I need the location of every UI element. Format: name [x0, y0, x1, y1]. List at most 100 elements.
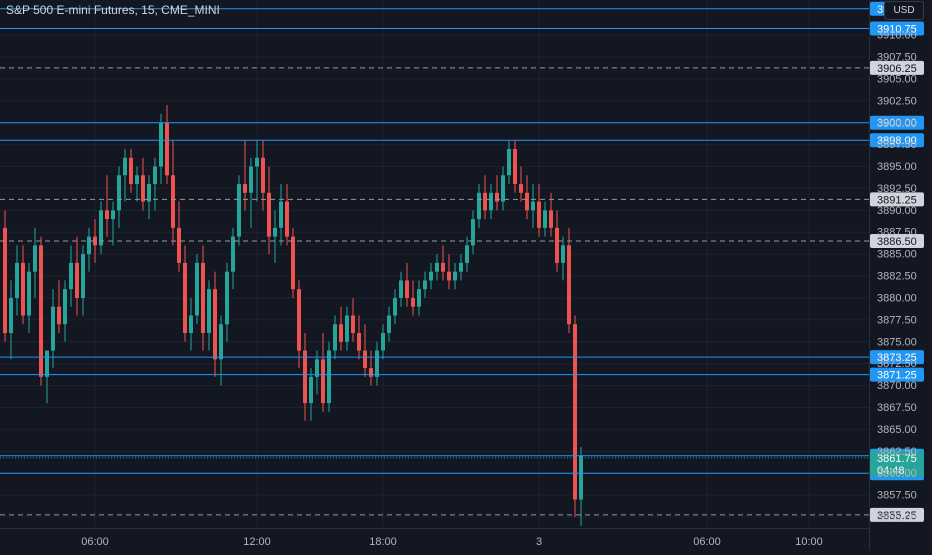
candle [513, 140, 517, 193]
candle-body [105, 210, 109, 220]
candle [417, 280, 421, 316]
candle [369, 350, 373, 386]
candle [477, 184, 481, 228]
candle [297, 280, 301, 369]
candle-body [255, 157, 259, 167]
candle [483, 175, 487, 220]
candle [231, 227, 235, 290]
candle-body [135, 175, 139, 185]
price-tick-label: 3902.50 [877, 95, 917, 107]
currency-button[interactable]: USD [884, 1, 924, 20]
candle [453, 262, 457, 290]
candle [159, 113, 163, 185]
candle [393, 289, 397, 325]
candle-body [249, 166, 253, 193]
time-axis[interactable]: 06:00 12:00 18:00 3 06:00 10:00 [0, 528, 869, 549]
candle-body [459, 262, 463, 272]
candle-body [477, 192, 481, 220]
candle [519, 166, 523, 202]
candle [51, 289, 55, 369]
candle-body [447, 271, 451, 281]
candle-body [363, 350, 367, 369]
candle-body [429, 271, 433, 281]
time-tick-label: 06:00 [81, 536, 109, 548]
candle-body [99, 210, 103, 246]
candle [525, 175, 529, 220]
candle-body [453, 271, 457, 281]
candle [171, 140, 175, 246]
candle [33, 227, 37, 298]
candle [309, 368, 313, 421]
price-tick-label: 3857.50 [877, 490, 917, 502]
candle-body [567, 245, 571, 325]
candle-body [525, 192, 529, 211]
candle-body [351, 315, 355, 334]
candle [81, 245, 85, 316]
candle-body [141, 175, 145, 202]
candle [63, 280, 67, 342]
price-tick-label: 3877.50 [877, 314, 917, 326]
price-level-label-box [870, 115, 924, 130]
price-tick-label: 3895.00 [877, 161, 917, 173]
candle-body [303, 350, 307, 404]
candle [135, 166, 139, 202]
candle [111, 201, 115, 246]
candle [141, 157, 145, 211]
candle-body [279, 201, 283, 228]
grid [0, 0, 869, 528]
price-level-label-box [870, 133, 924, 148]
candle [153, 157, 157, 211]
candle [573, 315, 577, 518]
price-level-label-box [870, 60, 924, 75]
price-level-label-box [870, 233, 924, 248]
price-level-label: 3906.25 [877, 63, 917, 75]
candle [177, 201, 181, 272]
price-tick-label: 3905.00 [877, 73, 917, 85]
candle-body [225, 271, 229, 325]
candle-body [417, 289, 421, 307]
candle-body [537, 201, 541, 228]
candle-body [195, 262, 199, 316]
candle [411, 280, 415, 316]
price-tick-label: 3910.00 [877, 30, 917, 42]
price-tick-label: 3882.50 [877, 271, 917, 283]
candle [273, 210, 277, 263]
price-level-label-box [870, 192, 924, 207]
candle [117, 166, 121, 228]
price-level-label-box [870, 350, 924, 365]
price-tick-label: 3890.00 [877, 205, 917, 217]
time-tick-label: 10:00 [795, 536, 823, 548]
candle [567, 227, 571, 334]
candle-body [9, 297, 13, 334]
candle-body [435, 262, 439, 272]
price-level-label-box [870, 507, 924, 522]
candle-body [489, 192, 493, 211]
candle-body [555, 227, 559, 263]
candle-body [309, 376, 313, 404]
candle-body [579, 455, 583, 500]
candle [243, 140, 247, 211]
horizontal-lines: 3913.003910.753906.253900.003898.003891.… [0, 1, 924, 522]
candle [531, 184, 535, 228]
candle [165, 105, 169, 185]
candle-body [237, 184, 241, 237]
candle [201, 245, 205, 351]
time-tick-label: 18:00 [369, 536, 397, 548]
candle [285, 184, 289, 246]
candle [537, 184, 541, 237]
candle [129, 148, 133, 193]
candle-body [201, 262, 205, 334]
price-tick-label: 3907.50 [877, 51, 917, 63]
candle-body [327, 350, 331, 404]
candle [3, 210, 7, 342]
candle [375, 341, 379, 386]
price-tick-label: 3900.00 [877, 117, 917, 129]
candle [9, 280, 13, 360]
price-tick-label: 3862.50 [877, 446, 917, 458]
candle [441, 245, 445, 281]
price-axis[interactable]: 3855.00 3857.50 3860.00 3862.50 3865.00 3867.… [869, 0, 917, 550]
candle-body [207, 289, 211, 334]
current-price-box [870, 450, 924, 477]
